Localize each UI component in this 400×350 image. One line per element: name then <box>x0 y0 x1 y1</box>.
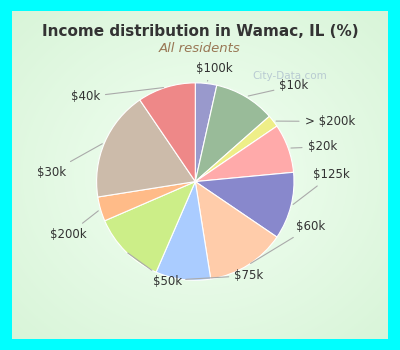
Text: City-Data.com: City-Data.com <box>252 71 327 81</box>
Text: All residents: All residents <box>159 42 241 55</box>
Wedge shape <box>195 116 277 182</box>
Text: > $200k: > $200k <box>276 115 355 128</box>
Wedge shape <box>195 182 277 279</box>
Text: $20k: $20k <box>291 140 337 153</box>
Wedge shape <box>195 126 294 182</box>
Text: $200k: $200k <box>50 211 98 241</box>
Wedge shape <box>140 83 195 182</box>
Wedge shape <box>195 172 294 237</box>
Text: $30k: $30k <box>37 144 102 179</box>
Text: $75k: $75k <box>186 269 264 282</box>
Wedge shape <box>97 100 195 197</box>
Wedge shape <box>195 85 269 182</box>
Text: Income distribution in Wamac, IL (%): Income distribution in Wamac, IL (%) <box>42 24 358 39</box>
Wedge shape <box>195 83 217 182</box>
Wedge shape <box>98 182 195 221</box>
Text: $10k: $10k <box>248 79 309 96</box>
Text: $40k: $40k <box>71 88 164 104</box>
Text: $125k: $125k <box>293 168 350 204</box>
Text: $100k: $100k <box>196 62 232 81</box>
Text: $60k: $60k <box>250 220 326 264</box>
Wedge shape <box>156 182 211 280</box>
Text: $50k: $50k <box>128 253 182 288</box>
Wedge shape <box>105 182 195 272</box>
